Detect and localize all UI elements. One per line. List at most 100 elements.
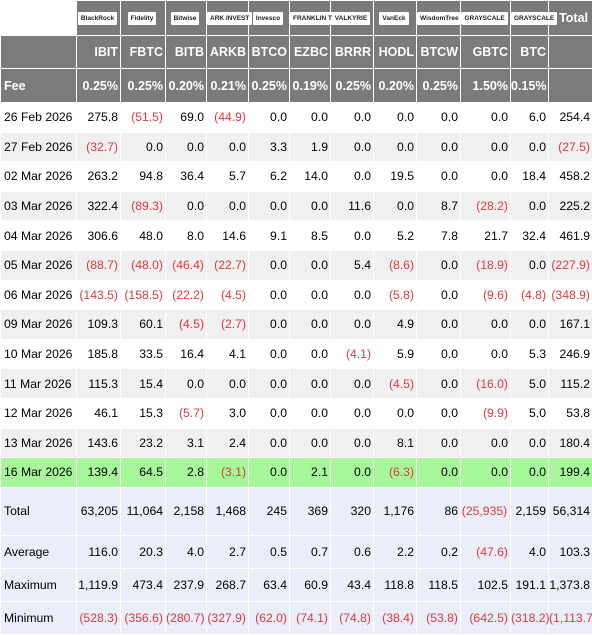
flow-value: 0.0 bbox=[417, 162, 461, 192]
flow-value: 0.0 bbox=[461, 162, 511, 192]
flow-value: 5.0 bbox=[511, 369, 549, 399]
flow-value: 5.2 bbox=[374, 221, 417, 251]
fee-value: 0.20% bbox=[166, 69, 207, 103]
issuer-logo: WisdomTree bbox=[417, 12, 462, 25]
summary-label: Average bbox=[1, 535, 77, 568]
flow-value: 0.0 bbox=[290, 103, 331, 133]
fee-value: 0.25% bbox=[331, 69, 374, 103]
row-date: 02 Mar 2026 bbox=[1, 162, 77, 192]
ticker-total-blank bbox=[549, 36, 592, 69]
row-date: 03 Mar 2026 bbox=[1, 191, 77, 221]
row-total: (348.9) bbox=[549, 280, 592, 310]
issuer-logo-cell: WisdomTree bbox=[417, 1, 461, 36]
ticker-header: FBTC bbox=[121, 36, 166, 69]
flow-value: 15.4 bbox=[121, 369, 166, 399]
flow-value: 0.0 bbox=[290, 250, 331, 280]
row-date: 09 Mar 2026 bbox=[1, 310, 77, 340]
flow-value: (32.7) bbox=[77, 132, 121, 162]
flow-value: 5.0 bbox=[511, 398, 549, 428]
summary-value: 1,119.9 bbox=[77, 568, 121, 601]
summary-value: (327.9) bbox=[207, 601, 249, 634]
flow-value: 0.0 bbox=[331, 162, 374, 192]
issuer-logo: ARK INVEST bbox=[207, 12, 252, 25]
row-total: 461.9 bbox=[549, 221, 592, 251]
row-date: 13 Mar 2026 bbox=[1, 428, 77, 458]
flow-value: 8.0 bbox=[166, 221, 207, 251]
flow-value: 60.1 bbox=[121, 310, 166, 340]
flow-value: 6.2 bbox=[249, 162, 290, 192]
row-date: 26 Feb 2026 bbox=[1, 103, 77, 133]
flow-value: (5.7) bbox=[166, 398, 207, 428]
flow-value: 306.6 bbox=[77, 221, 121, 251]
flow-value: 263.2 bbox=[77, 162, 121, 192]
flow-value: 6.0 bbox=[511, 103, 549, 133]
flow-value: 4.9 bbox=[374, 310, 417, 340]
summary-value: 0.5 bbox=[249, 535, 290, 568]
flow-value: 0.0 bbox=[331, 280, 374, 310]
flow-value: 0.0 bbox=[331, 310, 374, 340]
issuer-logo: FRANKLIN TEMPLETON bbox=[290, 12, 336, 25]
flow-value: 0.0 bbox=[331, 398, 374, 428]
flow-value: 0.0 bbox=[249, 428, 290, 458]
flow-value: 19.5 bbox=[374, 162, 417, 192]
flow-value: 0.0 bbox=[461, 310, 511, 340]
issuer-logo-cell: Fidelity bbox=[121, 1, 166, 36]
flow-value: (89.3) bbox=[121, 191, 166, 221]
row-date: 16 Mar 2026 bbox=[1, 458, 77, 488]
flow-value: 8.1 bbox=[374, 428, 417, 458]
summary-value: 118.5 bbox=[417, 568, 461, 601]
ticker-header: ARKB bbox=[207, 36, 249, 69]
flow-value: 0.0 bbox=[417, 250, 461, 280]
summary-value: 320 bbox=[331, 487, 374, 535]
summary-value: (25,935) bbox=[461, 487, 511, 535]
flow-value: 0.0 bbox=[417, 310, 461, 340]
fee-value: 0.20% bbox=[374, 69, 417, 103]
flow-value: 0.0 bbox=[249, 280, 290, 310]
flow-value: 36.4 bbox=[166, 162, 207, 192]
summary-value: 63.4 bbox=[249, 568, 290, 601]
summary-value: 245 bbox=[249, 487, 290, 535]
summary-value: 0.7 bbox=[290, 535, 331, 568]
row-total: (27.5) bbox=[549, 132, 592, 162]
issuer-logo: BlackRock bbox=[78, 12, 117, 25]
summary-total: (1,113.7) bbox=[549, 601, 592, 634]
summary-value: 1,176 bbox=[374, 487, 417, 535]
flow-value: (9.9) bbox=[461, 398, 511, 428]
flow-value: (4.5) bbox=[166, 310, 207, 340]
flow-value: (18.9) bbox=[461, 250, 511, 280]
issuer-logo: VALKYRIE bbox=[332, 12, 370, 25]
corner-cell bbox=[1, 36, 77, 69]
flow-value: (22.2) bbox=[166, 280, 207, 310]
summary-total: 56,314 bbox=[549, 487, 592, 535]
flow-value: (22.7) bbox=[207, 250, 249, 280]
summary-value: 4.0 bbox=[511, 535, 549, 568]
issuer-logo-cell: BlackRock bbox=[77, 1, 121, 36]
ticker-header: BTCW bbox=[417, 36, 461, 69]
flow-value: 14.0 bbox=[290, 162, 331, 192]
fee-value: 0.25% bbox=[249, 69, 290, 103]
flow-value: 0.0 bbox=[290, 339, 331, 369]
issuer-logo-cell: ARK INVEST bbox=[207, 1, 249, 36]
flow-value: (16.0) bbox=[461, 369, 511, 399]
summary-value: (74.1) bbox=[290, 601, 331, 634]
fee-value: 0.25% bbox=[77, 69, 121, 103]
flow-value: 0.0 bbox=[166, 369, 207, 399]
flow-value: 0.0 bbox=[417, 132, 461, 162]
summary-value: 369 bbox=[290, 487, 331, 535]
flow-value: 0.0 bbox=[331, 103, 374, 133]
issuer-logo-cell: Bitwise bbox=[166, 1, 207, 36]
issuer-logo: VanEck bbox=[379, 12, 408, 25]
row-date: 10 Mar 2026 bbox=[1, 339, 77, 369]
flow-value: (88.7) bbox=[77, 250, 121, 280]
fee-value: 1.50% bbox=[461, 69, 511, 103]
summary-value: (47.6) bbox=[461, 535, 511, 568]
summary-value: (356.6) bbox=[121, 601, 166, 634]
flow-value: 0.0 bbox=[166, 132, 207, 162]
flow-value: 143.6 bbox=[77, 428, 121, 458]
